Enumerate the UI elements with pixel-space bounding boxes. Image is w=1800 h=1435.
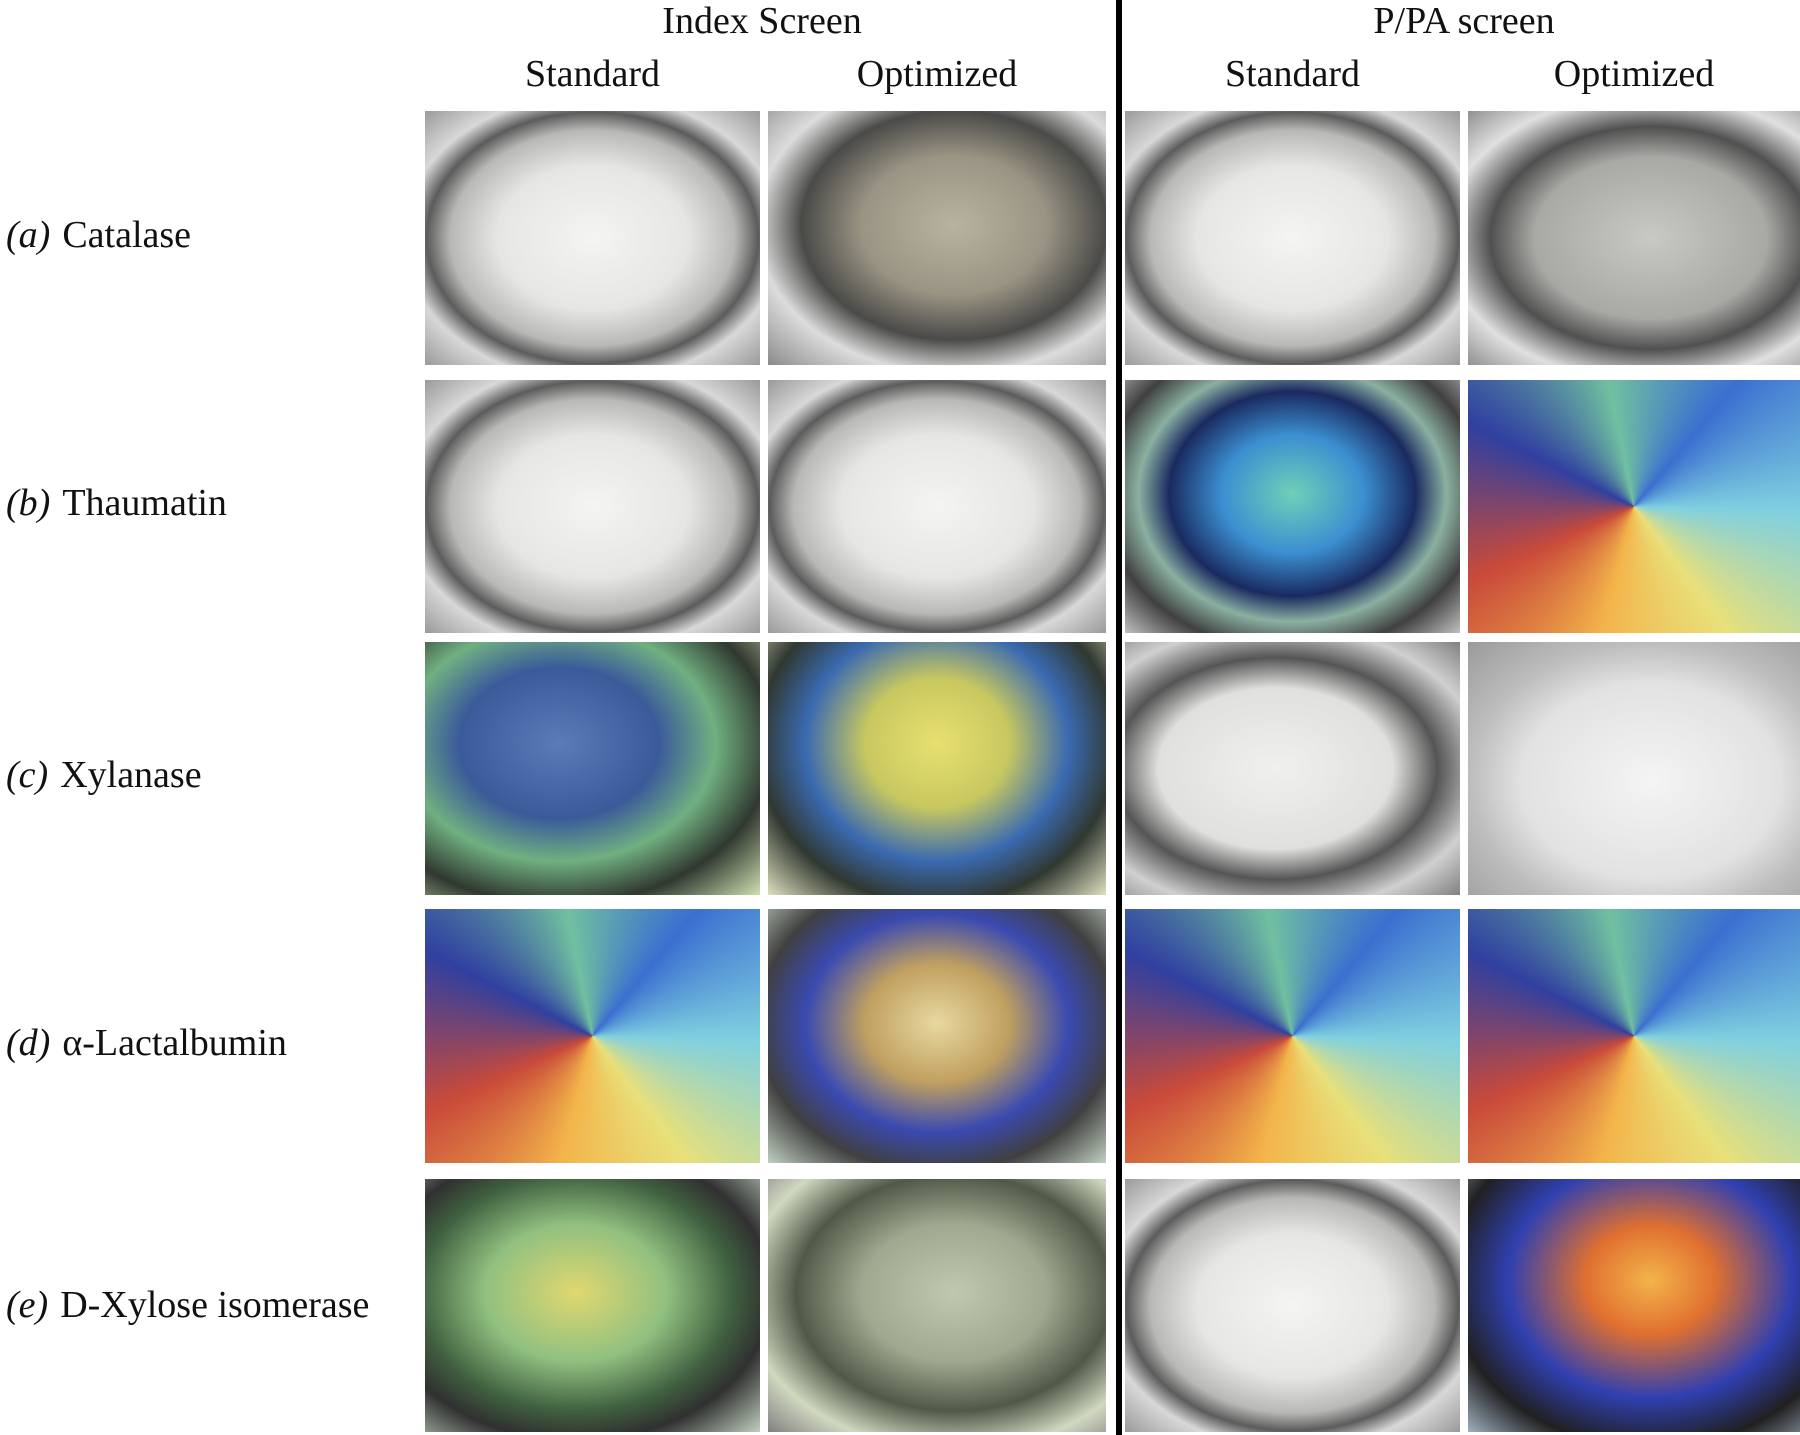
- row-letter: (b): [6, 482, 51, 524]
- crystal-photo: [768, 909, 1106, 1163]
- subcolumn-header: Standard: [524, 53, 661, 95]
- crystal-photo: [1468, 380, 1800, 633]
- row-letter: (c): [6, 754, 49, 796]
- subcolumn-header: Standard: [1224, 53, 1361, 95]
- crystal-photo: [1468, 909, 1800, 1163]
- crystal-photo: [425, 642, 760, 895]
- row-label: (c) Xylanase: [6, 756, 202, 794]
- row-letter: (d): [6, 1022, 51, 1064]
- crystal-photo: [768, 380, 1106, 633]
- crystal-photo: [1125, 909, 1460, 1163]
- crystal-photo: [425, 380, 760, 633]
- protein-name: Thaumatin: [62, 482, 227, 524]
- subcolumn-header: Optimized: [856, 53, 1018, 95]
- row-letter: (a): [6, 214, 51, 256]
- crystal-photo: [768, 111, 1106, 365]
- group-header: P/PA screen: [1373, 0, 1555, 42]
- crystal-photo: [1125, 1179, 1460, 1432]
- protein-name: Catalase: [62, 214, 192, 256]
- protein-name: α-Lactalbumin: [62, 1022, 287, 1064]
- crystal-photo: [768, 1179, 1106, 1432]
- crystal-photo: [425, 1179, 760, 1432]
- crystal-photo: [425, 909, 760, 1163]
- subcolumn-header: Optimized: [1553, 53, 1715, 95]
- row-letter: (e): [6, 1284, 49, 1326]
- protein-name: D-Xylose isomerase: [60, 1284, 370, 1326]
- crystal-photo: [1468, 111, 1800, 365]
- row-label: (a) Catalase: [6, 216, 191, 254]
- row-label: (b) Thaumatin: [6, 484, 227, 522]
- row-label: (d) α-Lactalbumin: [6, 1024, 287, 1062]
- crystal-photo: [1125, 111, 1460, 365]
- divider: [1116, 0, 1122, 1435]
- crystal-photo: [1125, 380, 1460, 633]
- group-header: Index Screen: [662, 0, 862, 42]
- protein-name: Xylanase: [60, 754, 202, 796]
- crystal-photo: [768, 642, 1106, 895]
- crystal-photo: [1125, 642, 1460, 895]
- crystal-photo: [425, 111, 760, 365]
- crystal-photo: [1468, 642, 1800, 895]
- row-label: (e) D-Xylose isomerase: [6, 1286, 369, 1324]
- crystal-photo: [1468, 1179, 1800, 1432]
